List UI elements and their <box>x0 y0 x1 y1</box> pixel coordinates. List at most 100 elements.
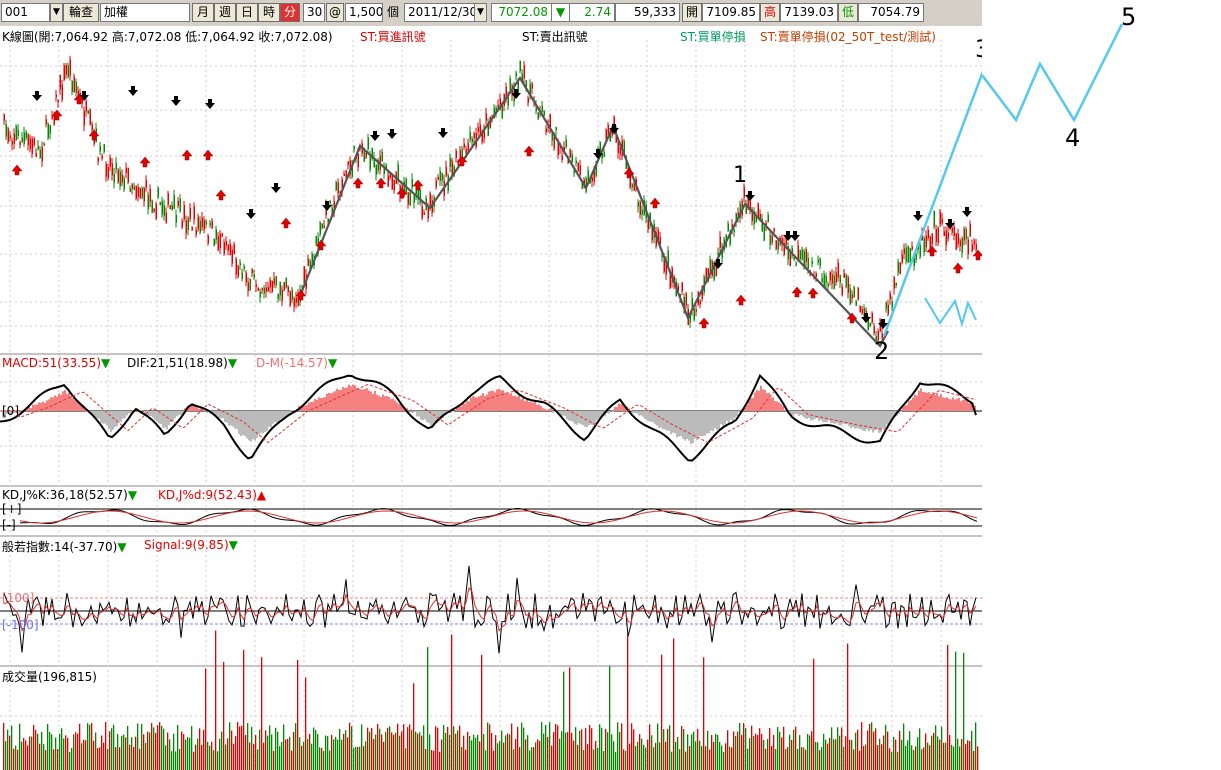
volume-bar <box>755 733 757 770</box>
candle-body <box>873 326 875 334</box>
candle-body <box>551 133 553 141</box>
macd-histogram-bar <box>160 411 162 425</box>
macd-histogram-bar <box>552 411 554 413</box>
macd-histogram-bar <box>236 411 238 429</box>
macd-histogram-bar <box>558 411 560 413</box>
candle-body <box>289 291 291 306</box>
macd-histogram-bar <box>964 399 966 411</box>
lookup-button[interactable]: 輪查 <box>63 3 99 22</box>
macd-histogram-bar <box>682 411 684 439</box>
macd-histogram-bar <box>688 411 690 441</box>
chart-area[interactable]: K線圖(開:7,064.92 高:7,072.08 低:7,064.92 收:7… <box>0 26 990 770</box>
volume-bar <box>141 723 143 770</box>
candle-body <box>129 187 131 192</box>
macd-histogram-bar <box>764 389 766 411</box>
period-hour-button[interactable]: 時 <box>258 3 280 22</box>
macd-histogram-bar <box>874 411 876 431</box>
volume-bar <box>855 732 857 770</box>
volume-bar <box>593 749 595 770</box>
macd-histogram-bar <box>68 392 70 411</box>
date-dropdown-chevron-icon[interactable]: ▼ <box>474 3 487 22</box>
macd-histogram-bar <box>714 411 716 429</box>
candle-body <box>665 259 667 275</box>
volume-bar <box>825 739 827 770</box>
candle-body <box>347 161 349 165</box>
macd-zero-label: [0] <box>2 404 19 418</box>
volume-bar <box>195 744 197 770</box>
period-month-button[interactable]: 月 <box>192 3 214 22</box>
period-day-button[interactable]: 日 <box>236 3 258 22</box>
macd-histogram-bar <box>970 401 972 411</box>
macd-histogram-bar <box>492 390 494 411</box>
macd-histogram-bar <box>770 397 772 411</box>
volume-bar <box>31 736 33 770</box>
volume-bar <box>337 739 339 770</box>
macd-histogram-bar <box>62 391 64 411</box>
candle-body <box>65 65 67 75</box>
candle-body <box>799 250 801 260</box>
volume-bar <box>235 736 237 770</box>
volume-bar <box>165 745 167 770</box>
volume-bar <box>355 746 357 770</box>
macd-histogram-bar <box>174 411 176 419</box>
volume-bar <box>915 746 917 770</box>
prajna-index-arrow-icon: ▼ <box>117 540 127 554</box>
macd-histogram-bar <box>46 400 48 411</box>
candle-body <box>945 230 947 246</box>
macd-histogram-bar <box>452 411 454 412</box>
volume-bar <box>839 735 841 770</box>
chart-canvas <box>0 40 982 770</box>
kline-ohlc-text: K線圖(開:7,064.92 高:7,072.08 低:7,064.92 收:7… <box>2 30 333 44</box>
volume-bar <box>567 732 569 770</box>
candle-body <box>885 302 887 310</box>
interval-field[interactable]: 30 <box>303 3 325 22</box>
volume-bar <box>687 734 689 770</box>
macd-histogram-bar <box>528 402 530 411</box>
macd-histogram-bar <box>866 411 868 430</box>
macd-histogram-bar <box>938 396 940 411</box>
macd-histogram-bar <box>34 404 36 411</box>
macd-histogram-bar <box>564 411 566 417</box>
volume-bar <box>199 728 201 770</box>
date-field[interactable]: 2011/12/30 <box>404 3 475 22</box>
macd-histogram-bar <box>892 411 894 418</box>
volume-bar <box>743 723 745 770</box>
candle-body <box>439 171 441 181</box>
volume-bar <box>781 737 783 770</box>
macd-histogram-bar <box>510 393 512 411</box>
volume-bar <box>939 739 941 770</box>
buy-signal-arrow-icon <box>202 149 214 161</box>
macd-histogram-bar <box>96 411 98 419</box>
period-week-button[interactable]: 週 <box>214 3 236 22</box>
candle-body <box>919 245 921 257</box>
macd-histogram-bar <box>338 389 340 411</box>
volume-bar <box>575 727 577 770</box>
macd-histogram-bar <box>300 407 302 411</box>
candle-body <box>345 170 347 179</box>
candle-body <box>259 291 261 298</box>
candle-body <box>891 301 893 308</box>
symbol-dropdown-chevron-icon[interactable]: ▼ <box>50 3 63 22</box>
macd-histogram-bar <box>516 396 518 411</box>
macd-histogram-bar <box>44 403 46 411</box>
candle-body <box>179 198 181 212</box>
macd-histogram-bar <box>388 396 390 411</box>
macd-histogram-bar <box>18 411 20 414</box>
candle-body <box>267 286 269 292</box>
volume-bar <box>231 730 233 770</box>
sell-signal-arrow-icon <box>246 209 256 219</box>
sell-signal-arrow-icon <box>790 231 800 241</box>
candle-body <box>409 192 411 206</box>
bar-count-field[interactable]: 1,500 <box>345 3 383 22</box>
volume-bar <box>159 722 161 770</box>
volume-bar <box>109 731 111 770</box>
buy-signal-arrow-icon <box>926 245 938 257</box>
candle-body <box>243 265 245 269</box>
volume-bar <box>325 735 327 770</box>
candle-body <box>523 65 525 79</box>
volume-bar <box>617 722 619 770</box>
macd-histogram-bar <box>748 400 750 411</box>
period-minute-button[interactable]: 分 <box>280 3 300 22</box>
volume-bar <box>39 743 41 770</box>
symbol-code-field[interactable]: 001 <box>1 3 50 22</box>
